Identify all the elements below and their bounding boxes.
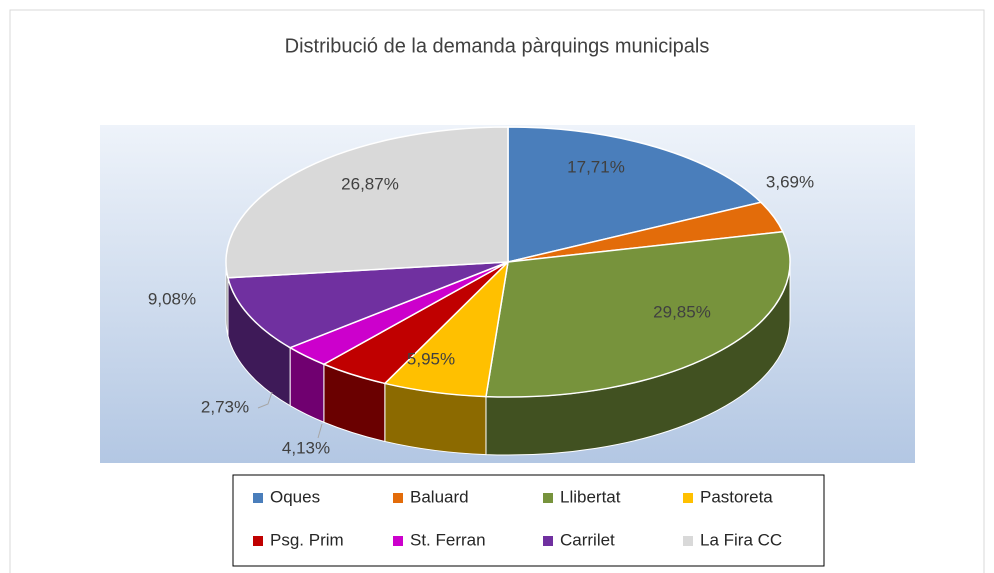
slice — [226, 261, 509, 349]
legend-swatch — [683, 536, 693, 546]
legend-label: La Fira CC — [700, 530, 782, 549]
legend-swatch — [683, 493, 693, 503]
legend-label: Oques — [270, 487, 320, 506]
pie — [225, 126, 791, 456]
slice — [225, 126, 509, 279]
data-label: 5,95% — [407, 349, 455, 368]
legend-swatch — [393, 536, 403, 546]
legend-label: St. Ferran — [410, 530, 486, 549]
data-label: 4,13% — [282, 438, 330, 457]
data-label: 26,87% — [341, 174, 399, 193]
slice — [485, 230, 791, 398]
leader-line — [317, 423, 323, 439]
data-label: 3,69% — [766, 172, 814, 191]
legend-swatch — [253, 536, 263, 546]
legend-swatch — [543, 536, 553, 546]
legend-swatch — [393, 493, 403, 503]
chart-frame — [9, 9, 985, 573]
data-label: 9,08% — [148, 289, 196, 308]
legend-label: Psg. Prim — [270, 530, 344, 549]
legend-label: Llibertat — [560, 487, 621, 506]
legend-label: Baluard — [410, 487, 469, 506]
legend-swatch — [253, 493, 263, 503]
data-label: 2,73% — [201, 397, 249, 416]
labels: 17,71% 3,69% 29,85% 5,95% 4,13% 2,73% 9,08% 26,… — [148, 157, 814, 549]
legend-swatch — [543, 493, 553, 503]
legend — [232, 474, 825, 567]
leader-line — [257, 391, 273, 409]
chart-title: Distribució de la demanda pàrquings muni… — [285, 35, 710, 57]
slice — [507, 126, 763, 263]
legend-label: Carrilet — [560, 530, 615, 549]
data-label: 17,71% — [567, 157, 625, 176]
legend-label: Pastoreta — [700, 487, 773, 506]
data-label: 29,85% — [653, 302, 711, 321]
